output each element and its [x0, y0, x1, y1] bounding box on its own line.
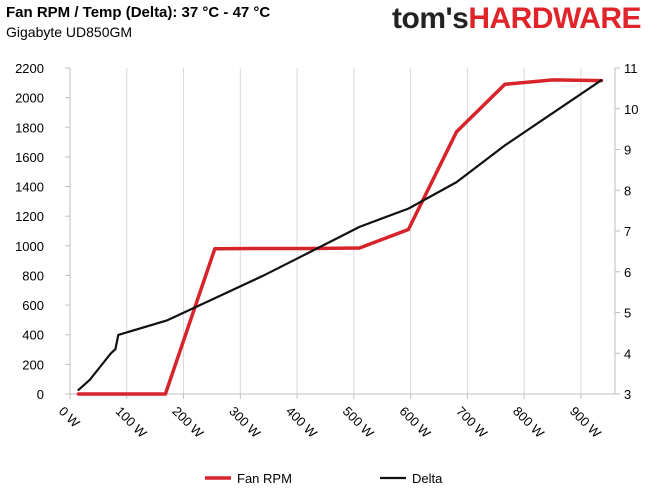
legend-label-delta: Delta — [412, 471, 443, 486]
toms-hardware-logo: tom'sHARDWARE — [392, 2, 641, 36]
x-tick-label: 900 W — [567, 404, 605, 442]
x-tick-label: 400 W — [283, 404, 321, 442]
x-tick-label: 300 W — [226, 404, 264, 442]
y-left-tick-label: 2200 — [15, 61, 44, 76]
chart-subtitle: Gigabyte UD850GM — [6, 24, 133, 40]
y-left-tick-label: 200 — [22, 357, 44, 372]
y-right-tick-label: 6 — [624, 265, 631, 280]
y-left-tick-label: 2000 — [15, 91, 44, 106]
chart-title: Fan RPM / Temp (Delta): 37 °C - 47 °C — [6, 4, 271, 21]
series-line-fan-rpm — [76, 78, 604, 396]
x-tick-label: 700 W — [453, 404, 491, 442]
y-left-tick-label: 1200 — [15, 209, 44, 224]
x-tick-label: 500 W — [340, 404, 378, 442]
y-right-tick-label: 10 — [624, 102, 638, 117]
logo-text-toms: tom's — [392, 2, 469, 35]
y-right-tick-label: 11 — [624, 61, 638, 76]
y-left-tick-label: 1800 — [15, 120, 44, 135]
y-right-tick-label: 9 — [624, 143, 631, 158]
y-right-tick-label: 3 — [624, 387, 631, 402]
logo-text-hardware: HARDWARE — [468, 2, 641, 35]
x-tick-label: 200 W — [169, 404, 207, 442]
y-left-tick-label: 800 — [22, 268, 44, 283]
y-right-tick-label: 8 — [624, 183, 631, 198]
x-tick-label: 600 W — [397, 404, 435, 442]
x-tick-label: 100 W — [113, 404, 151, 442]
legend-label-fan-rpm: Fan RPM — [237, 471, 292, 486]
y-right-tick-label: 4 — [624, 346, 631, 361]
y-left-tick-label: 0 — [37, 387, 44, 402]
x-tick-label: 800 W — [510, 404, 548, 442]
y-right-tick-label: 5 — [624, 306, 631, 321]
y-right-tick-label: 7 — [624, 224, 631, 239]
y-left-tick-label: 600 — [22, 298, 44, 313]
y-left-tick-label: 400 — [22, 328, 44, 343]
series-line-delta — [77, 79, 603, 391]
x-tick-label: 0 W — [56, 404, 83, 431]
y-left-tick-label: 1600 — [15, 150, 44, 165]
y-left-tick-label: 1000 — [15, 239, 44, 254]
y-left-tick-label: 1400 — [15, 180, 44, 195]
